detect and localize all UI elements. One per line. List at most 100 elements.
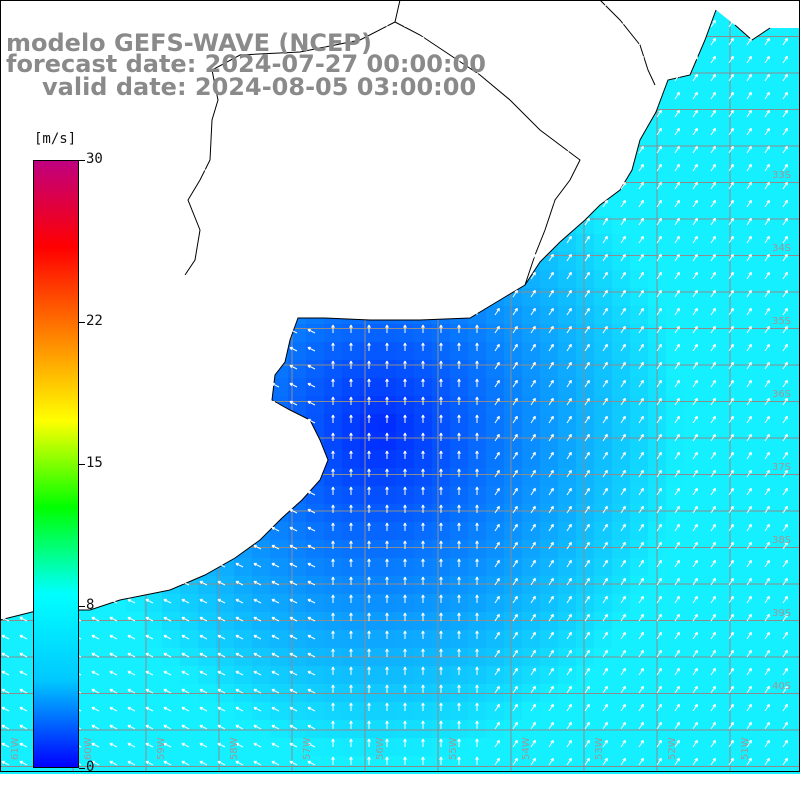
wind-arrow: [548, 451, 554, 460]
wind-arrow: [548, 559, 554, 568]
wind-arrow: [782, 541, 788, 550]
wind-arrow: [620, 91, 626, 100]
wind-arrow: [91, 22, 100, 28]
wind-arrow: [457, 576, 461, 585]
wind-arrow: [385, 288, 389, 297]
wind-arrow: [217, 508, 226, 514]
wind-arrow: [367, 360, 371, 369]
wind-arrow: [674, 577, 680, 586]
wind-arrow: [494, 289, 500, 298]
wind-arrow: [199, 148, 208, 154]
wind-arrow: [602, 577, 608, 586]
wind-arrow: [271, 112, 280, 118]
wind-arrow: [127, 364, 136, 370]
wind-arrow: [475, 306, 479, 315]
wind-arrow: [109, 616, 118, 622]
wind-cell: [792, 594, 800, 612]
wind-arrow: [439, 378, 443, 387]
wind-arrow: [235, 4, 244, 10]
wind-arrow: [457, 306, 461, 315]
wind-arrow: [746, 433, 752, 442]
wind-arrow: [331, 378, 335, 387]
wind-arrow: [512, 1, 518, 10]
wind-arrow: [692, 73, 698, 82]
wind-arrow: [602, 613, 608, 622]
wind-arrow: [181, 256, 190, 262]
wind-arrow: [782, 397, 788, 406]
wind-arrow: [710, 361, 716, 370]
wind-arrow: [421, 342, 425, 351]
wind-arrow: [109, 436, 118, 442]
wind-arrow: [91, 544, 100, 550]
wind-arrow: [163, 202, 172, 208]
wind-arrow: [620, 325, 626, 334]
wind-arrow: [439, 126, 443, 135]
wind-arrow: [530, 505, 536, 514]
wind-arrow: [91, 94, 100, 100]
wind-arrow: [307, 616, 316, 622]
wind-arrow: [199, 310, 208, 316]
wind-arrow: [620, 37, 626, 46]
wind-cell: [792, 144, 800, 162]
wind-arrow: [439, 108, 443, 117]
wind-arrow: [217, 562, 226, 568]
wind-arrow: [91, 562, 100, 568]
wind-arrow: [782, 235, 788, 244]
wind-arrow: [307, 130, 316, 136]
wind-arrow: [530, 271, 536, 280]
wind-arrow: [656, 1, 662, 10]
wind-arrow: [217, 130, 226, 136]
wind-arrow: [127, 454, 136, 460]
wind-arrow: [584, 577, 590, 586]
wind-arrow: [385, 126, 389, 135]
wind-arrow: [403, 36, 407, 45]
wind-arrow: [217, 526, 226, 532]
wind-arrow: [620, 1, 626, 10]
wind-arrow: [530, 199, 536, 208]
wind-arrow: [199, 436, 208, 442]
wind-arrow: [566, 487, 572, 496]
wind-arrow: [512, 217, 518, 226]
wind-arrow: [109, 310, 118, 316]
wind-arrow: [307, 328, 316, 334]
wind-arrow: [271, 94, 280, 100]
wind-arrow: [367, 486, 371, 495]
wind-arrow: [710, 19, 716, 28]
wind-arrow: [512, 541, 518, 550]
wind-arrow: [253, 184, 262, 190]
wind-arrow: [782, 199, 788, 208]
wind-arrow: [253, 328, 262, 334]
wind-arrow: [620, 523, 626, 532]
wind-arrow: [512, 145, 518, 154]
wind-arrow: [439, 90, 443, 99]
wind-arrow: [37, 130, 46, 136]
colorbar-unit: [m/s]: [34, 131, 77, 147]
wind-arrow: [674, 55, 680, 64]
wind-arrow: [91, 130, 100, 136]
wind-arrow: [253, 436, 262, 442]
wind-arrow: [367, 108, 371, 117]
wind-arrow: [512, 91, 518, 100]
wind-arrow: [289, 472, 298, 478]
wind-arrow: [91, 148, 100, 154]
wind-arrow: [163, 58, 172, 64]
wind-arrow: [494, 541, 500, 550]
wind-arrow: [746, 595, 752, 604]
wind-arrow: [367, 180, 371, 189]
wind-arrow: [530, 91, 536, 100]
wind-arrow: [584, 379, 590, 388]
wind-arrow: [638, 523, 644, 532]
wind-arrow: [530, 559, 536, 568]
wind-arrow: [692, 217, 698, 226]
wind-arrow: [289, 58, 298, 64]
wind-arrow: [349, 378, 353, 387]
wind-arrow: [289, 364, 298, 370]
wind-arrow: [19, 292, 28, 298]
wind-cell: [792, 198, 800, 216]
wind-arrow: [512, 307, 518, 316]
wind-arrow: [728, 19, 734, 28]
latitude-label: 33S: [772, 170, 791, 181]
wind-arrow: [181, 112, 190, 118]
wind-arrow: [439, 522, 443, 531]
